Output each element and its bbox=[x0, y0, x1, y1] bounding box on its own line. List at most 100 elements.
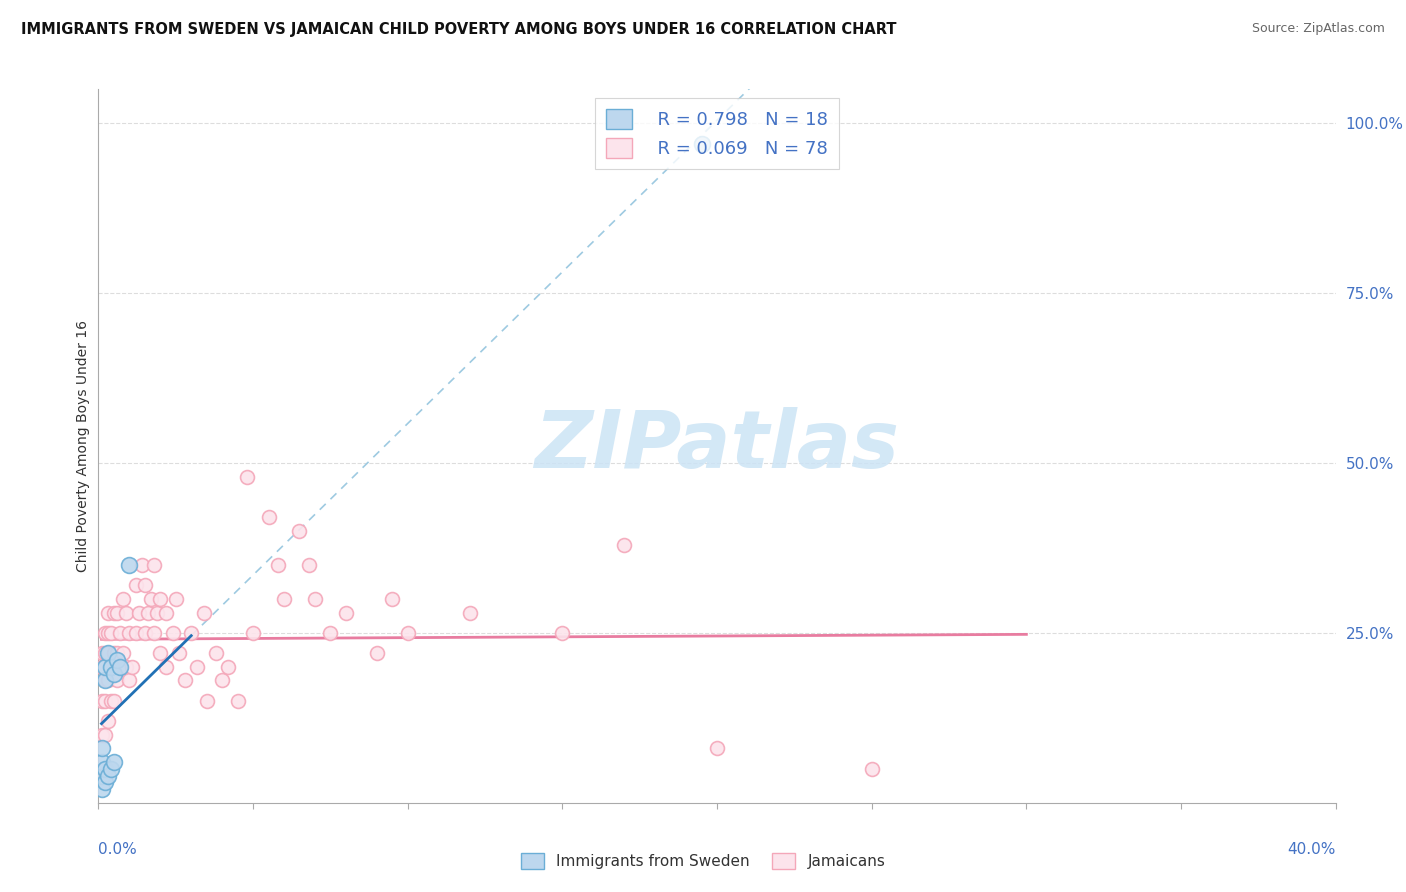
Point bbox=[93, 694, 115, 708]
Point bbox=[103, 646, 125, 660]
Point bbox=[112, 646, 135, 660]
Point bbox=[195, 694, 218, 708]
Text: 0.0%: 0.0% bbox=[98, 842, 138, 857]
Point bbox=[93, 626, 115, 640]
Point bbox=[93, 728, 115, 742]
Point bbox=[458, 606, 481, 620]
Point bbox=[100, 626, 122, 640]
Point bbox=[90, 660, 112, 674]
Point bbox=[90, 769, 112, 783]
Point bbox=[93, 646, 115, 660]
Point bbox=[860, 762, 883, 776]
Point bbox=[97, 646, 120, 660]
Point bbox=[100, 694, 122, 708]
Point bbox=[103, 694, 125, 708]
Point bbox=[366, 646, 388, 660]
Point bbox=[105, 653, 128, 667]
Text: IMMIGRANTS FROM SWEDEN VS JAMAICAN CHILD POVERTY AMONG BOYS UNDER 16 CORRELATION: IMMIGRANTS FROM SWEDEN VS JAMAICAN CHILD… bbox=[21, 22, 897, 37]
Point bbox=[121, 660, 143, 674]
Point bbox=[304, 591, 326, 606]
Point bbox=[90, 728, 112, 742]
Point bbox=[115, 660, 138, 674]
Point bbox=[97, 673, 120, 688]
Point bbox=[211, 673, 233, 688]
Point bbox=[93, 775, 115, 789]
Point bbox=[118, 673, 141, 688]
Point bbox=[139, 591, 162, 606]
Point bbox=[103, 660, 125, 674]
Point bbox=[288, 524, 311, 538]
Point bbox=[105, 606, 128, 620]
Point bbox=[112, 591, 135, 606]
Point bbox=[108, 660, 131, 674]
Point bbox=[118, 626, 141, 640]
Point bbox=[186, 660, 208, 674]
Point bbox=[155, 660, 177, 674]
Point bbox=[97, 626, 120, 640]
Point bbox=[319, 626, 342, 640]
Point bbox=[128, 606, 150, 620]
Point bbox=[90, 755, 112, 769]
Point bbox=[143, 626, 166, 640]
Point bbox=[257, 510, 280, 524]
Point bbox=[134, 626, 156, 640]
Point bbox=[381, 591, 404, 606]
Point bbox=[149, 646, 172, 660]
Point bbox=[103, 666, 125, 681]
Point bbox=[108, 626, 131, 640]
Point bbox=[613, 537, 636, 551]
Point bbox=[162, 626, 184, 640]
Point bbox=[124, 578, 146, 592]
Point bbox=[97, 646, 120, 660]
Point bbox=[155, 606, 177, 620]
Point bbox=[165, 591, 187, 606]
Point bbox=[167, 646, 190, 660]
Point bbox=[105, 673, 128, 688]
Point bbox=[193, 606, 215, 620]
Point bbox=[100, 762, 122, 776]
Point bbox=[100, 660, 122, 674]
Point bbox=[97, 606, 120, 620]
Point bbox=[706, 741, 728, 756]
Point bbox=[103, 755, 125, 769]
Point bbox=[267, 558, 290, 572]
Text: Source: ZipAtlas.com: Source: ZipAtlas.com bbox=[1251, 22, 1385, 36]
Point bbox=[226, 694, 249, 708]
Point bbox=[217, 660, 239, 674]
Point bbox=[143, 558, 166, 572]
Point bbox=[90, 694, 112, 708]
Point bbox=[180, 626, 202, 640]
Point bbox=[236, 469, 259, 483]
Point bbox=[97, 769, 120, 783]
Text: 40.0%: 40.0% bbox=[1288, 842, 1336, 857]
Point bbox=[136, 606, 159, 620]
Point bbox=[146, 606, 169, 620]
Point bbox=[174, 673, 197, 688]
Point bbox=[93, 673, 115, 688]
Point bbox=[100, 660, 122, 674]
Point bbox=[396, 626, 419, 640]
Point bbox=[93, 762, 115, 776]
Text: ZIPatlas: ZIPatlas bbox=[534, 407, 900, 485]
Point bbox=[103, 606, 125, 620]
Point bbox=[335, 606, 357, 620]
Point bbox=[242, 626, 264, 640]
Point bbox=[90, 782, 112, 797]
Legend: Immigrants from Sweden, Jamaicans: Immigrants from Sweden, Jamaicans bbox=[515, 847, 891, 875]
Point bbox=[690, 136, 713, 151]
Point bbox=[105, 646, 128, 660]
Point bbox=[124, 626, 146, 640]
Point bbox=[93, 673, 115, 688]
Point bbox=[97, 714, 120, 729]
Point bbox=[90, 741, 112, 756]
Point bbox=[205, 646, 228, 660]
Point bbox=[551, 626, 574, 640]
Point bbox=[90, 646, 112, 660]
Legend:   R = 0.798   N = 18,   R = 0.069   N = 78: R = 0.798 N = 18, R = 0.069 N = 78 bbox=[595, 98, 839, 169]
Point bbox=[118, 558, 141, 572]
Point bbox=[134, 578, 156, 592]
Point bbox=[93, 660, 115, 674]
Y-axis label: Child Poverty Among Boys Under 16: Child Poverty Among Boys Under 16 bbox=[76, 320, 90, 572]
Point bbox=[298, 558, 321, 572]
Point bbox=[108, 660, 131, 674]
